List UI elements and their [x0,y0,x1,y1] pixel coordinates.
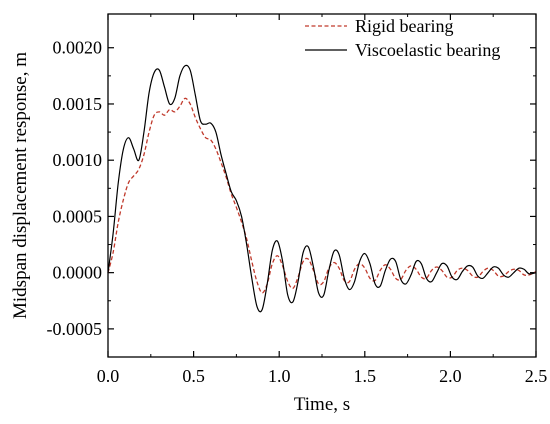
x-tick-label: 0.0 [97,366,120,386]
legend: Rigid bearing Viscoelastic bearing [305,16,500,60]
x-axis-label: Time, s [294,394,350,415]
axis-tick-labels: 0.0 0.5 1.0 1.5 2.0 2.5 -0.0005 0.0000 0.0005 0.0… [47,38,548,386]
series-line-viscoelastic-bearing [107,64,537,313]
x-tick-label: 1.0 [268,366,291,386]
plot-frame [107,13,537,358]
x-tick-label: 1.5 [354,366,377,386]
y-tick-label: 0.0020 [53,38,103,58]
y-tick-label: 0.0000 [53,263,103,283]
y-tick-label: 0.0010 [53,150,103,170]
y-axis-label: Midspan displacement response, m [10,52,31,319]
series-line-rigid-bearing [107,97,537,294]
y-tick-label: 0.0015 [53,94,103,114]
x-tick-label: 0.5 [182,366,205,386]
legend-label-viscoelastic-bearing: Viscoelastic bearing [355,40,500,60]
x-tick-label: 2.0 [439,366,462,386]
y-tick-label: -0.0005 [47,319,103,339]
series-layer [107,64,537,313]
axis-ticks [107,14,537,357]
x-tick-label: 2.5 [525,366,548,386]
legend-label-rigid-bearing: Rigid bearing [355,16,453,36]
y-tick-label: 0.0005 [53,206,103,226]
